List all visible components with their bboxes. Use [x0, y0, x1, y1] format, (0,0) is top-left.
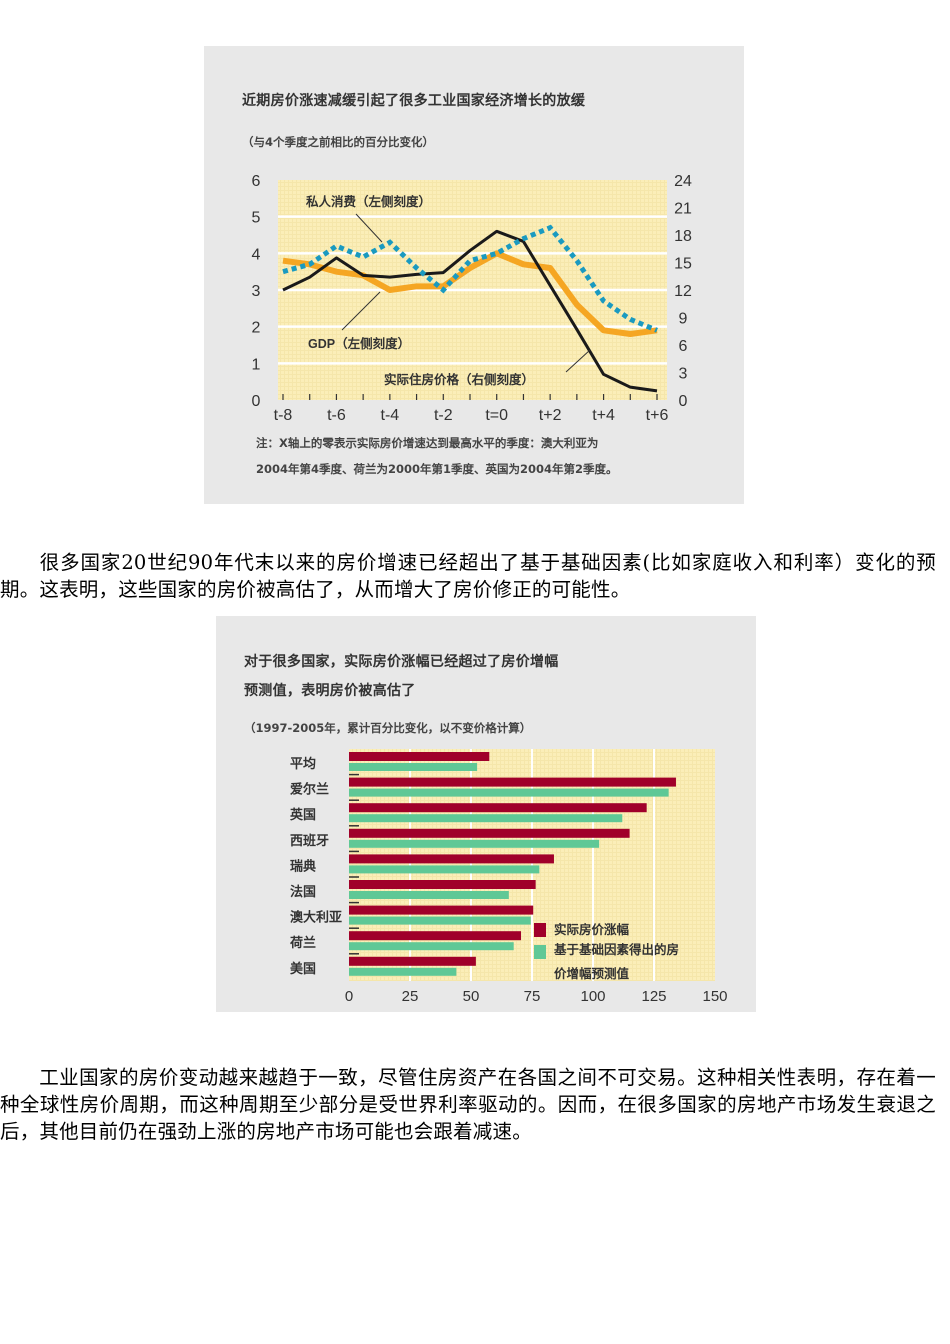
svg-text:平均: 平均	[290, 756, 316, 771]
svg-text:9: 9	[679, 311, 688, 328]
figure1-subtitle: （与4个季度之前相比的百分比变化）	[242, 135, 434, 149]
svg-text:t+4: t+4	[592, 407, 615, 424]
svg-text:3: 3	[679, 366, 688, 383]
paragraph-1-text: 很多国家20世纪90年代末以来的房价增速已经超出了基于基础因素(比如家庭收入和利…	[0, 551, 936, 601]
svg-text:法国: 法国	[290, 884, 316, 899]
figure1-note-line1: 注：X轴上的零表示实际房价增速达到最高水平的季度：澳大利亚为	[256, 436, 599, 450]
svg-text:价增幅预测值: 价增幅预测值	[554, 966, 630, 981]
figure-bar-chart: 对于很多国家，实际房价涨幅已经超过了房价增幅 预测值，表明房价被高估了 （199…	[216, 616, 756, 1012]
figure-line-chart: 近期房价涨速减缓引起了很多工业国家经济增长的放缓 （与4个季度之前相比的百分比变…	[204, 46, 744, 504]
figure2-title-line1: 对于很多国家，实际房价涨幅已经超过了房价增幅	[244, 654, 559, 670]
figure1-note-line2: 2004年第4季度、荷兰为2000年第1季度、英国为2004年第2季度。	[256, 462, 618, 476]
paragraph-2: 工业国家的房价变动越来越趋于一致，尽管住房资产在各国之间不可交易。这种相关性表明…	[0, 1064, 936, 1145]
svg-text:100: 100	[580, 988, 605, 1005]
svg-text:5: 5	[252, 210, 261, 227]
figure1-title: 近期房价涨速减缓引起了很多工业国家经济增长的放缓	[242, 93, 586, 109]
paragraph-2-text: 工业国家的房价变动越来越趋于一致，尽管住房资产在各国之间不可交易。这种相关性表明…	[0, 1066, 936, 1143]
svg-text:t-4: t-4	[381, 407, 400, 424]
svg-text:0: 0	[345, 988, 353, 1005]
svg-text:50: 50	[463, 988, 480, 1005]
figure2-subtitle: （1997-2005年，累计百分比变化，以不变价格计算）	[244, 721, 532, 735]
svg-text:1: 1	[252, 356, 261, 373]
figure2-title-line2: 预测值，表明房价被高估了	[244, 683, 416, 699]
svg-text:私人消费（左侧刻度）: 私人消费（左侧刻度）	[305, 194, 431, 209]
svg-text:实际房价涨幅: 实际房价涨幅	[554, 922, 630, 937]
svg-text:t-2: t-2	[434, 407, 453, 424]
svg-text:18: 18	[674, 228, 692, 245]
svg-text:2: 2	[252, 320, 261, 337]
svg-text:125: 125	[641, 988, 666, 1005]
svg-text:美国: 美国	[290, 961, 316, 976]
svg-text:t-6: t-6	[327, 407, 346, 424]
svg-text:12: 12	[674, 283, 692, 300]
svg-text:0: 0	[252, 393, 261, 410]
svg-text:t-8: t-8	[274, 407, 293, 424]
svg-text:6: 6	[252, 173, 261, 190]
svg-text:澳大利亚: 澳大利亚	[290, 910, 342, 925]
svg-text:实际住房价格（右侧刻度）: 实际住房价格（右侧刻度）	[384, 372, 534, 387]
svg-text:GDP（左侧刻度）: GDP（左侧刻度）	[308, 336, 410, 351]
svg-text:24: 24	[674, 173, 692, 190]
svg-text:150: 150	[702, 988, 727, 1005]
svg-text:基于基础因素得出的房: 基于基础因素得出的房	[553, 942, 679, 957]
svg-text:西班牙: 西班牙	[290, 833, 329, 848]
svg-text:75: 75	[524, 988, 541, 1005]
svg-text:爱尔兰: 爱尔兰	[290, 782, 329, 797]
svg-text:瑞典: 瑞典	[290, 858, 316, 873]
svg-text:t+6: t+6	[646, 407, 669, 424]
svg-text:4: 4	[252, 246, 261, 263]
svg-text:21: 21	[674, 201, 692, 218]
svg-text:25: 25	[402, 988, 419, 1005]
svg-text:t+2: t+2	[539, 407, 562, 424]
svg-text:6: 6	[679, 338, 688, 355]
svg-text:荷兰: 荷兰	[289, 935, 316, 950]
svg-text:15: 15	[674, 256, 692, 273]
svg-text:英国: 英国	[289, 807, 316, 822]
svg-text:0: 0	[679, 393, 688, 410]
svg-text:3: 3	[252, 283, 261, 300]
svg-text:t=0: t=0	[485, 407, 508, 424]
paragraph-1: 很多国家20世纪90年代末以来的房价增速已经超出了基于基础因素(比如家庭收入和利…	[0, 549, 936, 603]
